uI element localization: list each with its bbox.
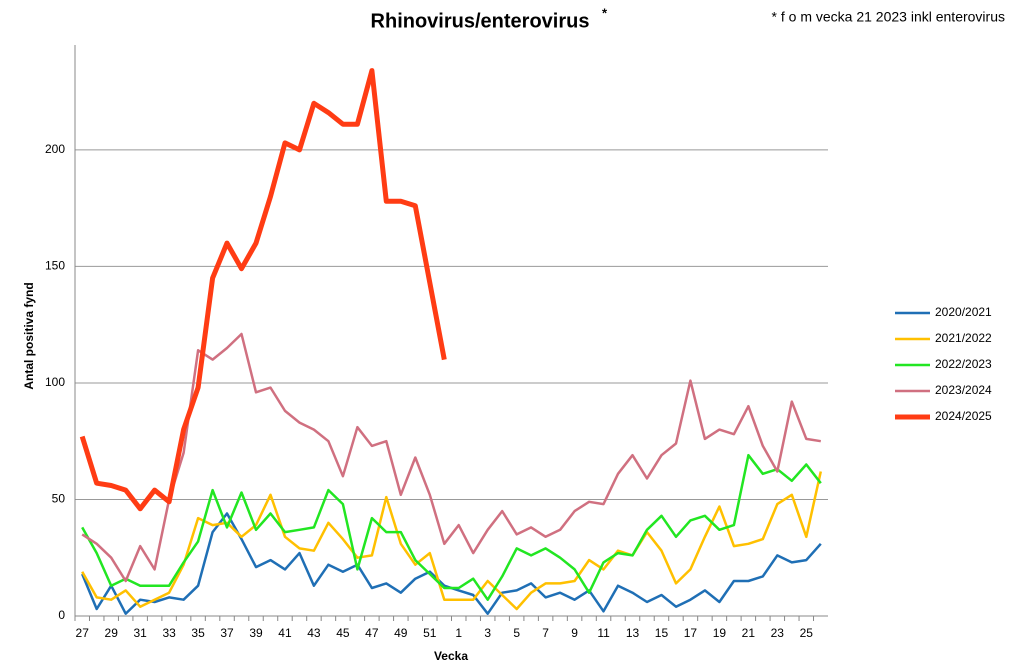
series-line xyxy=(79,68,447,512)
x-tick-label: 11 xyxy=(597,626,610,640)
x-tick-label: 21 xyxy=(742,626,756,640)
x-tick-label: 3 xyxy=(484,626,491,640)
x-tick-label: 13 xyxy=(626,626,640,640)
y-tick-label: 200 xyxy=(45,142,65,156)
x-tick-label: 31 xyxy=(133,626,147,640)
x-tick-label: 29 xyxy=(105,626,119,640)
x-tick-label: 25 xyxy=(800,626,814,640)
y-tick-label: 0 xyxy=(58,608,65,622)
x-axis-label: Vecka xyxy=(434,649,468,663)
x-tick-label: 35 xyxy=(191,626,205,640)
x-tick-label: 39 xyxy=(249,626,263,640)
x-tick-label: 49 xyxy=(394,626,408,640)
chart-title: Rhinovirus/enterovirus xyxy=(371,10,590,32)
annotation: * f o m vecka 21 2023 inkl enterovirus xyxy=(772,9,1005,25)
x-tick-label: 43 xyxy=(307,626,321,640)
x-tick-label: 19 xyxy=(713,626,727,640)
x-tick-label: 33 xyxy=(162,626,176,640)
series-line xyxy=(81,471,823,611)
x-tick-label: 7 xyxy=(542,626,549,640)
y-tick-label: 150 xyxy=(45,259,65,273)
y-tick-label: 100 xyxy=(45,375,65,389)
title-note: * xyxy=(602,5,608,20)
series-line xyxy=(81,453,822,601)
x-tick-label: 47 xyxy=(365,626,379,640)
legend-label: 2020/2021 xyxy=(935,305,992,319)
legend-label: 2021/2022 xyxy=(935,331,992,345)
x-tick-label: 1 xyxy=(455,626,462,640)
x-tick-label: 45 xyxy=(336,626,350,640)
x-tick-label: 27 xyxy=(76,626,90,640)
x-tick-label: 5 xyxy=(513,626,520,640)
x-tick-label: 41 xyxy=(278,626,292,640)
y-axis-label: Antal positiva fynd xyxy=(22,282,36,389)
y-tick-label: 50 xyxy=(52,492,66,506)
x-tick-label: 23 xyxy=(771,626,785,640)
x-tick-label: 17 xyxy=(684,626,698,640)
series-line xyxy=(81,332,821,583)
x-tick-label: 15 xyxy=(655,626,669,640)
x-tick-label: 51 xyxy=(423,626,437,640)
legend-label: 2024/2025 xyxy=(935,409,992,423)
x-tick-label: 37 xyxy=(220,626,234,640)
x-tick-label: 9 xyxy=(571,626,578,640)
legend-label: 2023/2024 xyxy=(935,383,992,397)
legend-label: 2022/2023 xyxy=(935,357,992,371)
